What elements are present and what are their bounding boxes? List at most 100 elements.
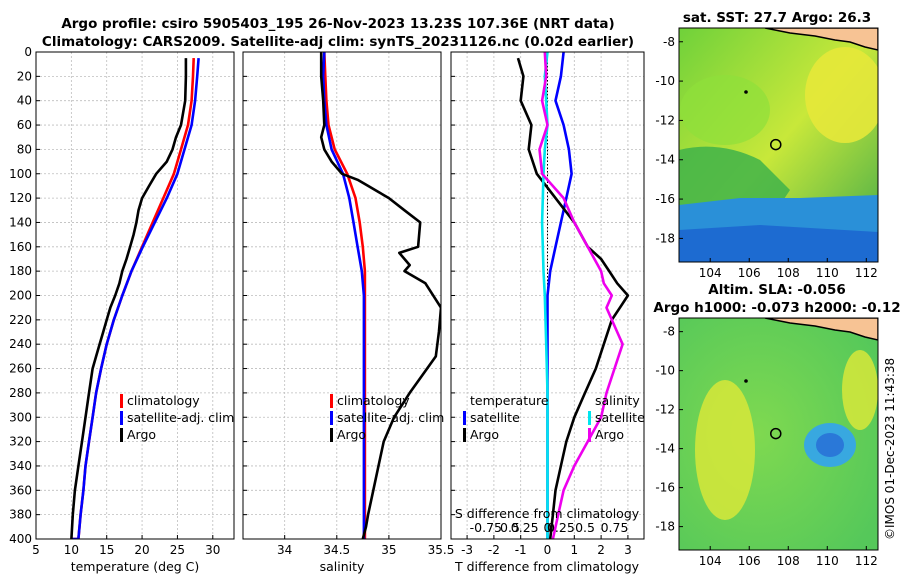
temperature-ticks: 5 10 15 20 25 3002040608010012014016018020022… <box>9 45 220 557</box>
y-tick-label: 320 <box>9 435 32 449</box>
sla-map-ticks: 104 106 108 110 112 -8 -10 -12 -14 -16 -18 <box>655 325 877 568</box>
secondary-tick-label: -0.75 <box>470 520 502 535</box>
map-x-tick-label: 112 <box>855 554 878 568</box>
series-s-satellite <box>540 52 549 539</box>
y-tick-label: 80 <box>17 142 32 156</box>
y-tick-label: 0 <box>24 45 32 59</box>
map-y-tick-label: -10 <box>655 74 675 88</box>
legend-climatology: climatology <box>337 393 410 408</box>
series-t-argo <box>516 57 630 539</box>
legend-s-satellite: satellite <box>595 410 645 425</box>
salinity-grid <box>243 51 442 540</box>
legend-swatch-climatology <box>120 394 123 408</box>
legend-swatch-satellite <box>330 411 333 425</box>
map-y-tick-label: -8 <box>663 35 675 49</box>
difference-panel: -3 -2 -1 0 1 2 3 T difference from climatology… <box>450 51 645 574</box>
salinity-axes-box <box>242 51 442 540</box>
sst-warm-patch <box>805 47 878 143</box>
series-satellite-adj-clim <box>321 52 366 539</box>
x-tick-label: 20 <box>134 543 149 557</box>
legend-t-argo: Argo <box>470 427 499 442</box>
x-tick-label: 1 <box>570 543 578 557</box>
sla-land <box>764 318 878 341</box>
y-tick-label: 220 <box>9 313 32 327</box>
salinity-ticks: 34 34.5 35 35.5 <box>243 51 454 557</box>
x-tick-label: -3 <box>461 543 473 557</box>
series-s-argo <box>538 52 624 539</box>
map-y-tick-label: -12 <box>655 403 675 417</box>
sla-map: Altim. SLA: -0.056 Argo h1000: -0.073 h2… <box>653 282 900 568</box>
y-tick-label: 140 <box>9 215 32 229</box>
salinity-xlabel: salinity <box>320 559 365 574</box>
map-y-tick-label: -14 <box>655 153 675 167</box>
x-tick-label: 5 <box>32 543 40 557</box>
legend-argo: Argo <box>127 427 156 442</box>
map-y-tick-label: -14 <box>655 442 675 456</box>
series-satellite-adj-clim <box>70 58 200 539</box>
legend-temperature-heading: temperature <box>470 393 549 408</box>
map-x-tick-label: 112 <box>855 266 878 280</box>
secondary-tick-label: 0.25 <box>511 520 539 535</box>
y-tick-label: 260 <box>9 362 32 376</box>
legend-swatch-s-argo <box>588 428 591 442</box>
series-argo <box>70 58 188 539</box>
x-tick-label: 3 <box>624 543 632 557</box>
map-x-tick-label: 104 <box>699 266 722 280</box>
secondary-tick-label: 0.25 <box>547 520 575 535</box>
legend-swatch-argo <box>120 428 123 442</box>
legend-s-argo: Argo <box>595 427 624 442</box>
sst-map: sat. SST: 27.7 Argo: 26.3 104 106 108 110 11… <box>655 10 879 280</box>
secondary-tick-label: 0.75 <box>601 520 629 535</box>
secondary-tick-label: 0.5 <box>575 520 595 535</box>
figure-title-line2: Climatology: CARS2009. Satellite-adj cli… <box>42 34 634 50</box>
difference-xlabel: T difference from climatology <box>454 559 640 574</box>
sla-low-core <box>816 433 844 457</box>
y-tick-label: 240 <box>9 337 32 351</box>
legend-satellite: satellite-adj. clim <box>127 410 234 425</box>
map-x-tick-label: 108 <box>777 554 800 568</box>
map-x-tick-label: 104 <box>699 554 722 568</box>
x-tick-label: 34 <box>277 543 292 557</box>
map-y-tick-label: -18 <box>655 231 675 245</box>
imos-credit: ©IMOS 01-Dec-2023 11:43:38 <box>883 358 897 540</box>
figure-title-line1: Argo profile: csiro 5905403_195 26-Nov-2… <box>61 16 614 32</box>
legend-swatch-climatology <box>330 394 333 408</box>
secondary-tick-label: 0.5 <box>500 520 520 535</box>
temperature-lines <box>70 58 200 539</box>
sst-argo-marker <box>770 138 782 151</box>
x-tick-label: 10 <box>64 543 79 557</box>
legend-swatch-satellite <box>120 411 123 425</box>
legend-argo: Argo <box>337 427 366 442</box>
sla-map-title-1: Altim. SLA: -0.056 <box>708 282 845 298</box>
x-tick-label: -1 <box>515 543 527 557</box>
y-tick-label: 400 <box>9 532 32 546</box>
map-y-tick-label: -12 <box>655 113 675 127</box>
series-argo <box>319 52 441 539</box>
y-tick-label: 40 <box>17 94 32 108</box>
y-tick-label: 200 <box>9 289 32 303</box>
y-tick-label: 160 <box>9 240 32 254</box>
y-tick-label: 60 <box>17 118 32 132</box>
sst-map-field <box>679 28 878 262</box>
difference-lines <box>516 52 630 539</box>
temperature-legend: climatology satellite-adj. clim Argo <box>120 393 234 442</box>
legend-salinity-heading: salinity <box>595 393 640 408</box>
y-tick-label: 280 <box>9 386 32 400</box>
y-tick-label: 300 <box>9 410 32 424</box>
sst-mid-patch <box>680 75 770 145</box>
y-tick-label: 180 <box>9 264 32 278</box>
sla-argo-marker <box>770 427 782 440</box>
sst-map-title: sat. SST: 27.7 Argo: 26.3 <box>683 10 871 26</box>
map-x-tick-label: 110 <box>816 266 839 280</box>
sst-map-ticks: 104 106 108 110 112 -8 -10 -12 -14 -16 -18 <box>655 35 877 280</box>
sla-map-frame <box>678 317 879 551</box>
map-y-tick-label: -8 <box>663 325 675 339</box>
sst-coldest-band <box>679 225 878 262</box>
secondary-tick-label: 0 <box>544 520 552 535</box>
x-tick-label: 15 <box>99 543 114 557</box>
legend-t-satellite: satellite <box>470 410 520 425</box>
salinity-legend: climatology satellite-adj. clim Argo <box>330 393 444 442</box>
map-y-tick-label: -18 <box>655 520 675 534</box>
salinity-secondary-ticks: -0.750.50.25 00.25 0.5 0.75 <box>470 520 629 535</box>
